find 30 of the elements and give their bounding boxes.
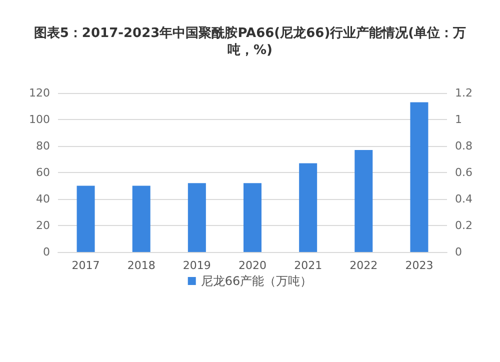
x-tick-label: 2022	[350, 259, 378, 272]
x-tick-label: 2018	[127, 259, 156, 272]
bar	[354, 150, 373, 252]
bar	[299, 163, 318, 252]
x-tick-label: 2021	[294, 259, 322, 272]
chart-title: 图表5：2017-2023年中国聚酰胺PA66(尼龙66)行业产能情况(单位：万吨，%)	[34, 25, 466, 58]
y-tick-label: 80	[36, 140, 50, 152]
y-tick-label: 40	[36, 192, 50, 206]
y2-tick-label: 0.2	[455, 219, 472, 232]
x-tick-label: 2023	[405, 259, 434, 272]
x-tick-label: 2020	[238, 259, 266, 272]
y2-tick-label: 0.6	[455, 166, 472, 179]
y-tick-label: 20	[36, 219, 50, 232]
y-tick-label: 100	[29, 113, 50, 126]
bar	[188, 183, 206, 252]
y2-tick-label: 0.8	[455, 140, 472, 152]
legend-label: 尼龙66产能（万吨）	[200, 274, 312, 288]
y2-tick-label: 1.2	[455, 86, 472, 100]
y-tick-label: 60	[36, 166, 50, 179]
y2-tick-label: 1	[455, 113, 462, 126]
x-tick-label: 2019	[182, 259, 211, 272]
y-tick-label: 0	[43, 246, 50, 258]
bar	[132, 186, 150, 252]
x-tick-label: 2017	[72, 259, 100, 272]
y-tick-label: 120	[29, 86, 50, 100]
bar	[76, 186, 95, 252]
bar	[410, 102, 428, 252]
bar	[244, 183, 262, 252]
y2-tick-label: 0.4	[455, 192, 472, 206]
y2-tick-label: 0	[455, 246, 462, 258]
